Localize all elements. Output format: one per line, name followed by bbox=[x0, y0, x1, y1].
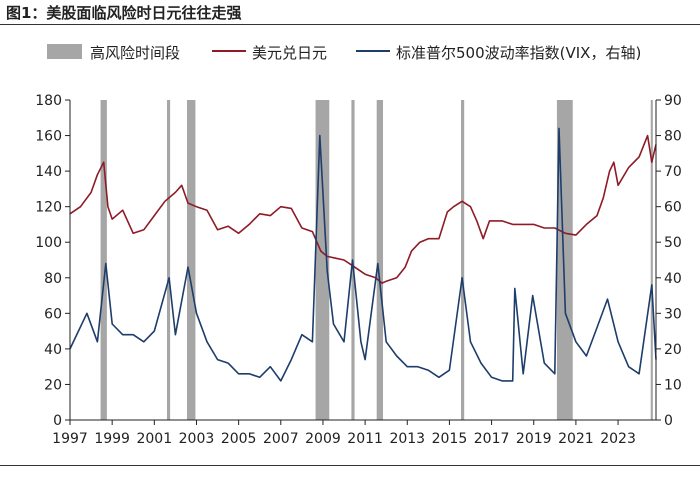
y-tick-label: 180 bbox=[35, 93, 62, 109]
y2-tick-label: 0 bbox=[664, 413, 673, 429]
x-tick-label: 2009 bbox=[305, 431, 341, 447]
usdjpy-line bbox=[69, 134, 657, 284]
high-risk-band-5 bbox=[376, 100, 384, 420]
high-risk-bands bbox=[100, 100, 653, 420]
y-tick-label: 140 bbox=[35, 164, 62, 180]
x-tick-label: 2017 bbox=[474, 431, 510, 447]
y2-tick-label: 50 bbox=[664, 235, 682, 251]
high-risk-band-1 bbox=[166, 100, 171, 420]
legend-band-label: 高风险时间段 bbox=[90, 44, 180, 62]
y2-tick-label: 10 bbox=[664, 377, 682, 393]
series-lines bbox=[69, 127, 657, 382]
x-tick-label: 2023 bbox=[600, 431, 636, 447]
x-tick-label: 2001 bbox=[136, 431, 172, 447]
y-tick-label: 160 bbox=[35, 129, 62, 145]
top-rule bbox=[0, 24, 700, 25]
x-tick-label: 2021 bbox=[558, 431, 594, 447]
y-tick-label: 20 bbox=[44, 377, 62, 393]
y-tick-label: 60 bbox=[44, 306, 62, 322]
vix-line bbox=[69, 127, 657, 382]
high-risk-band-6 bbox=[461, 100, 465, 420]
y-tick-label: 80 bbox=[44, 271, 62, 287]
bottom-rule bbox=[0, 465, 700, 466]
high-risk-band-0 bbox=[100, 100, 107, 420]
x-tick-label: 1997 bbox=[52, 431, 88, 447]
legend-usdjpy-label: 美元兑日元 bbox=[252, 44, 327, 62]
x-tick-label: 2015 bbox=[432, 431, 468, 447]
y-tick-label: 0 bbox=[53, 413, 62, 429]
y2-tick-label: 70 bbox=[664, 164, 682, 180]
legend: 高风险时间段 美元兑日元 标准普尔500波动率指数(VIX，右轴) bbox=[47, 44, 641, 62]
x-tick-label: 1999 bbox=[94, 431, 130, 447]
x-tick-label: 2011 bbox=[347, 431, 383, 447]
high-risk-band-8 bbox=[650, 100, 653, 420]
x-tick-label: 2005 bbox=[221, 431, 257, 447]
legend-band-swatch bbox=[47, 44, 82, 59]
y2-tick-label: 60 bbox=[664, 200, 682, 216]
y2-tick-label: 30 bbox=[664, 306, 682, 322]
x-tick-label: 2007 bbox=[263, 431, 299, 447]
y-tick-label: 120 bbox=[35, 200, 62, 216]
x-tick-label: 2003 bbox=[179, 431, 215, 447]
figure-title: 图1：美股面临风险时日元往往走强 bbox=[6, 4, 242, 22]
y2-tick-label: 80 bbox=[664, 129, 682, 145]
y-tick-label: 40 bbox=[44, 342, 62, 358]
y2-tick-label: 40 bbox=[664, 271, 682, 287]
x-tick-label: 2013 bbox=[389, 431, 425, 447]
y-tick-label: 100 bbox=[35, 235, 62, 251]
y2-tick-label: 20 bbox=[664, 342, 682, 358]
y2-tick-label: 90 bbox=[664, 93, 682, 109]
legend-vix-label: 标准普尔500波动率指数(VIX，右轴) bbox=[396, 44, 641, 62]
x-tick-label: 2019 bbox=[516, 431, 552, 447]
axes: 0 20 40 60 80 100 120 140 160 180 0 10 20 30 40 50 60 70 8… bbox=[35, 93, 682, 447]
high-risk-band-2 bbox=[186, 100, 196, 420]
